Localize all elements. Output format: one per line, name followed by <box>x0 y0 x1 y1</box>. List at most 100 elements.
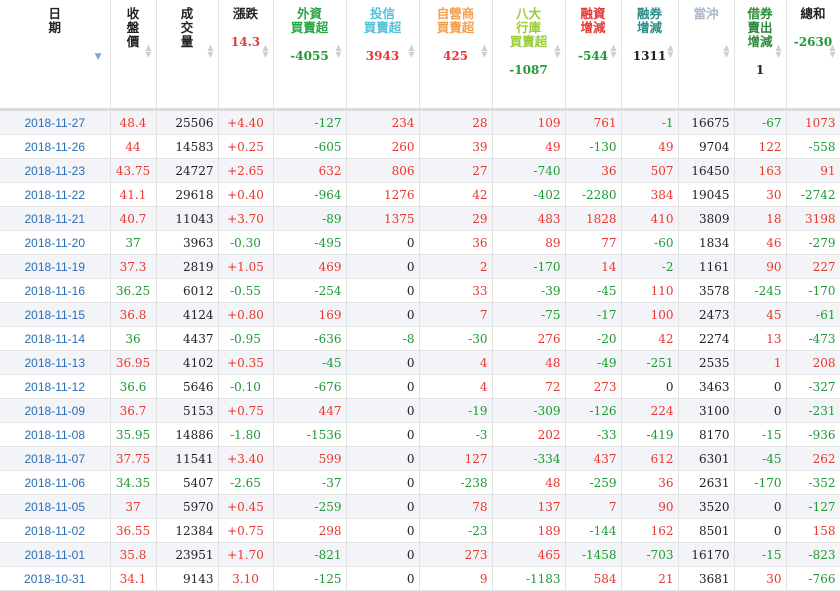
cell-short: 42 <box>621 326 679 351</box>
cell-date[interactable]: 2018-11-01 <box>0 542 111 567</box>
col-header-short[interactable]: 融券 增減 1311 ▲ ▼ <box>621 0 679 111</box>
cell-eight-banks: 202 <box>492 422 566 447</box>
col-header-change[interactable]: 漲跌 14.3 ▲ ▼ <box>218 0 274 111</box>
cell-close-price: 36.25 <box>110 278 157 303</box>
cell-dealer: -19 <box>419 398 493 423</box>
col-header-foreign[interactable]: 外資 買賣超 -4055 ▲ ▼ <box>273 0 347 111</box>
cell-short: 224 <box>621 398 679 423</box>
cell-dealer: 127 <box>419 446 493 471</box>
table-row: 2018-11-01 35.8 23951 +1.70 -821 0 273 465 -1458… <box>0 542 840 567</box>
cell-trust: 0 <box>346 518 420 543</box>
cell-date[interactable]: 2018-11-07 <box>0 446 111 471</box>
col-header-sum[interactable]: 總和 -2630 ▲ ▼ <box>786 0 840 111</box>
cell-margin: -45 <box>565 278 622 303</box>
cell-short: 110 <box>621 278 679 303</box>
col-header-margin[interactable]: 融資 增減 -544 ▲ ▼ <box>565 0 622 111</box>
cell-margin: -20 <box>565 326 622 351</box>
cell-day-trade: 2535 <box>678 350 735 375</box>
cell-change: +3.40 <box>218 446 274 471</box>
cell-date[interactable]: 2018-11-05 <box>0 494 111 519</box>
cell-date[interactable]: 2018-11-02 <box>0 518 111 543</box>
col-header-close-price[interactable]: 收 盤 價 ▲ ▼ <box>110 0 157 111</box>
cell-foreign: -45 <box>273 350 347 375</box>
cell-date[interactable]: 2018-10-31 <box>0 566 111 591</box>
col-header-trust[interactable]: 投信 買賣超 3943 ▲ ▼ <box>346 0 420 111</box>
cell-volume: 14583 <box>156 134 219 159</box>
cell-sbl: -15 <box>734 422 787 447</box>
cell-day-trade: 3100 <box>678 398 735 423</box>
cell-sbl: 0 <box>734 374 787 399</box>
cell-date[interactable]: 2018-11-27 <box>0 109 111 135</box>
table-row: 2018-11-27 48.4 25506 +4.40 -127 234 28 109 761-… <box>0 109 840 135</box>
cell-change: +1.05 <box>218 254 274 279</box>
cell-sbl: 45 <box>734 302 787 327</box>
cell-date[interactable]: 2018-11-15 <box>0 302 111 327</box>
cell-date[interactable]: 2018-11-21 <box>0 206 111 231</box>
cell-volume: 24727 <box>156 158 219 183</box>
cell-date[interactable]: 2018-11-16 <box>0 278 111 303</box>
cell-date[interactable]: 2018-11-23 <box>0 158 111 183</box>
col-header-date[interactable]: 日 期 ▼ <box>0 0 111 111</box>
sort-icon: ▲ ▼ <box>775 42 782 59</box>
col-header-volume[interactable]: 成 交 量 ▲ ▼ <box>156 0 219 111</box>
cell-trust: 0 <box>346 422 420 447</box>
cell-date[interactable]: 2018-11-06 <box>0 470 111 495</box>
cell-foreign: -1536 <box>273 422 347 447</box>
cell-date[interactable]: 2018-11-14 <box>0 326 111 351</box>
cell-short: -251 <box>621 350 679 375</box>
dealer-total: 425 <box>442 49 469 63</box>
cell-change: -0.30 <box>218 230 274 255</box>
cell-date[interactable]: 2018-11-20 <box>0 230 111 255</box>
cell-foreign: 599 <box>273 446 347 471</box>
cell-change: +0.35 <box>218 350 274 375</box>
cell-dealer: 42 <box>419 182 493 207</box>
sort-desc-icon: ▼ <box>94 52 102 62</box>
cell-margin: -17 <box>565 302 622 327</box>
cell-margin: -2280 <box>565 182 622 207</box>
cell-foreign: -37 <box>273 470 347 495</box>
cell-trust: 0 <box>346 398 420 423</box>
cell-volume: 29618 <box>156 182 219 207</box>
sort-icon: ▲ ▼ <box>610 42 617 59</box>
col-header-dealer[interactable]: 自營商 買賣超 425 ▲ ▼ <box>419 0 493 111</box>
cell-close-price: 36.8 <box>110 302 157 327</box>
trust-total: 3943 <box>365 49 400 63</box>
cell-volume: 4437 <box>156 326 219 351</box>
cell-sbl: 1 <box>734 350 787 375</box>
cell-sum: -352 <box>786 470 840 495</box>
cell-trust: 234 <box>346 109 420 135</box>
table-row: 2018-11-06 34.35 5407 -2.65 -37 0 -238 48 -259 36… <box>0 470 840 495</box>
cell-day-trade: 1161 <box>678 254 735 279</box>
col-header-day-trade[interactable]: 當沖 ▲ ▼ <box>678 0 735 111</box>
table-row: 2018-11-12 36.6 5646 -0.10 -676 0 4 72 273 0 3463 0… <box>0 374 840 399</box>
cell-date[interactable]: 2018-11-22 <box>0 182 111 207</box>
cell-foreign: 632 <box>273 158 347 183</box>
cell-volume: 4124 <box>156 302 219 327</box>
cell-close-price: 41.1 <box>110 182 157 207</box>
cell-sum: -473 <box>786 326 840 351</box>
cell-date[interactable]: 2018-11-13 <box>0 350 111 375</box>
col-header-sbl[interactable]: 借券 賣出 增減 1 ▲ ▼ <box>734 0 787 111</box>
cell-close-price: 37 <box>110 230 157 255</box>
cell-margin: -144 <box>565 518 622 543</box>
sort-icon: ▲ ▼ <box>481 42 488 59</box>
cell-day-trade: 16675 <box>678 109 735 135</box>
cell-sum: 227 <box>786 254 840 279</box>
cell-short: -60 <box>621 230 679 255</box>
cell-short: 100 <box>621 302 679 327</box>
cell-date[interactable]: 2018-11-19 <box>0 254 111 279</box>
cell-date[interactable]: 2018-11-12 <box>0 374 111 399</box>
table-row: 2018-11-23 43.75 24727 +2.65 632 806 27 -740 36 5… <box>0 158 840 183</box>
cell-margin: -126 <box>565 398 622 423</box>
col-header-eight-banks[interactable]: 八大 行庫 買賣超 -1087 ▲ ▼ <box>492 0 566 111</box>
cell-date[interactable]: 2018-11-08 <box>0 422 111 447</box>
eight-banks-total: -1087 <box>509 63 548 77</box>
cell-sum: -61 <box>786 302 840 327</box>
cell-margin: 761 <box>565 109 622 135</box>
cell-date[interactable]: 2018-11-09 <box>0 398 111 423</box>
cell-close-price: 44 <box>110 134 157 159</box>
cell-change: +2.65 <box>218 158 274 183</box>
cell-date[interactable]: 2018-11-26 <box>0 134 111 159</box>
cell-short: 410 <box>621 206 679 231</box>
